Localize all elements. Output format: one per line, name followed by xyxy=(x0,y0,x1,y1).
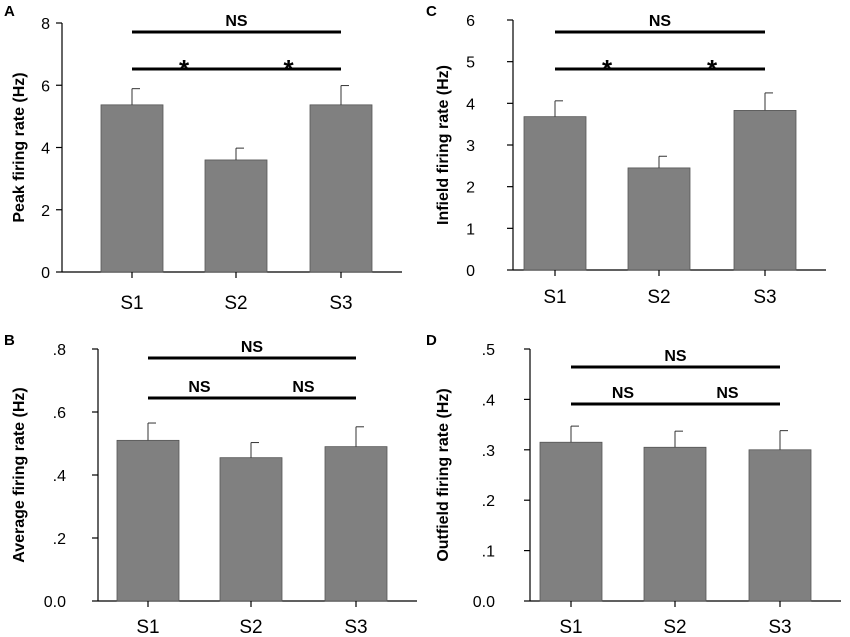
panel-letter: D xyxy=(426,332,437,349)
significance-ns: NS xyxy=(241,339,264,356)
x-tick-label: S2 xyxy=(647,287,670,308)
bar-s2 xyxy=(219,457,283,602)
x-tick-label: S1 xyxy=(136,617,159,637)
bar-s2 xyxy=(627,167,691,271)
y-tick-label: .3 xyxy=(482,443,495,460)
y-tick-label: 2 xyxy=(466,180,475,197)
significance-star: * xyxy=(707,54,718,84)
x-tick-label: S3 xyxy=(329,293,352,314)
x-tick-label: S2 xyxy=(239,617,262,637)
bar-s1 xyxy=(539,441,603,602)
significance-ns: NS xyxy=(225,13,248,30)
panel-letter: B xyxy=(4,332,15,349)
x-tick-label: S2 xyxy=(224,293,247,314)
bar-s3 xyxy=(733,110,797,271)
panel-letter: A xyxy=(4,3,15,20)
bar-s1 xyxy=(116,439,180,602)
chart-panel-c: C Infield firing rate (Hz) 0 1 2 3 4 5 6 S1 S2 S3 NS… xyxy=(426,3,826,308)
bar-s2 xyxy=(643,446,707,602)
x-tick-label: S1 xyxy=(120,293,143,314)
x-tick-label: S3 xyxy=(768,617,791,637)
significance-ns: NS xyxy=(664,348,687,365)
y-tick-label: .2 xyxy=(53,531,66,548)
bar-s1 xyxy=(523,116,587,271)
panel-letter: C xyxy=(426,3,437,20)
y-axis-label: Infield firing rate (Hz) xyxy=(435,65,452,225)
chart-panel-a: A Peak firing rate (Hz) 0 2 4 6 8 S1 S2 S3 NS * * xyxy=(4,3,402,314)
significance-star: * xyxy=(179,54,190,84)
bar-s3 xyxy=(324,446,388,602)
significance-ns: NS xyxy=(188,379,211,396)
y-tick-label: 1 xyxy=(466,221,475,238)
y-tick-label: 5 xyxy=(466,55,475,72)
y-tick-label: 8 xyxy=(41,16,50,33)
y-tick-label: 2 xyxy=(41,203,50,220)
y-tick-label: 6 xyxy=(41,78,50,95)
y-tick-label: 0.0 xyxy=(473,594,495,611)
bar-s1 xyxy=(100,104,164,273)
bar-s2 xyxy=(204,159,268,273)
y-tick-label: 0 xyxy=(466,263,475,280)
x-tick-label: S3 xyxy=(344,617,367,637)
x-tick-label: S1 xyxy=(543,287,566,308)
bar-s3 xyxy=(309,104,373,273)
significance-ns: NS xyxy=(292,379,315,396)
y-tick-label: .2 xyxy=(482,493,495,510)
y-tick-label: 4 xyxy=(466,96,475,113)
y-tick-label: .8 xyxy=(53,342,66,359)
y-axis-label: Outfield firing rate (Hz) xyxy=(435,388,452,561)
y-tick-label: 3 xyxy=(466,138,475,155)
x-tick-label: S3 xyxy=(753,287,776,308)
y-tick-label: 4 xyxy=(41,141,50,158)
y-tick-label: .4 xyxy=(482,392,495,409)
chart-panel-b: B Average firing rate (Hz) 0.0 .2 .4 .6 .8 S1 S2… xyxy=(4,332,417,637)
y-axis-label: Average firing rate (Hz) xyxy=(11,387,28,562)
significance-ns: NS xyxy=(649,13,672,30)
y-axis-label: Peak firing rate (Hz) xyxy=(11,72,28,222)
significance-ns: NS xyxy=(612,385,635,402)
y-tick-label: .4 xyxy=(53,468,66,485)
significance-star: * xyxy=(602,54,613,84)
significance-star: * xyxy=(283,54,294,84)
x-tick-label: S2 xyxy=(663,617,686,637)
y-tick-label: .6 xyxy=(53,405,66,422)
significance-ns: NS xyxy=(716,385,739,402)
y-tick-label: .1 xyxy=(482,544,495,561)
y-tick-label: 0.0 xyxy=(44,594,66,611)
bar-s3 xyxy=(748,449,812,602)
y-tick-label: 0 xyxy=(41,265,50,282)
y-tick-label: .5 xyxy=(482,342,495,359)
x-tick-label: S1 xyxy=(559,617,582,637)
y-tick-label: 6 xyxy=(466,13,475,30)
chart-panel-d: D Outfield firing rate (Hz) 0.0 .1 .2 .3 .4 .5 S… xyxy=(426,332,841,637)
